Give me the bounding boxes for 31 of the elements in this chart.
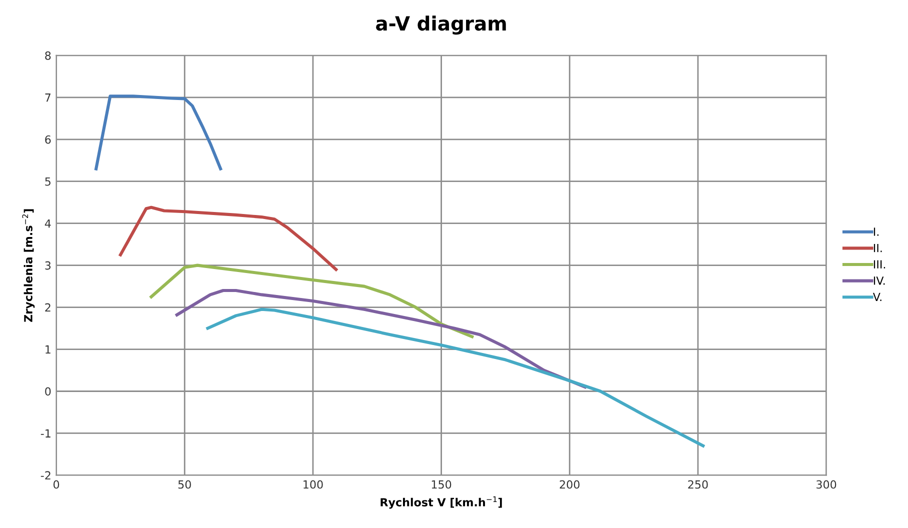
legend-label: III. xyxy=(874,260,886,268)
legend-label: II. xyxy=(874,244,882,252)
line-series xyxy=(150,264,474,338)
y-tick-label: 2 xyxy=(45,303,50,312)
line-series xyxy=(206,308,705,448)
y-tick-label: 7 xyxy=(45,94,50,102)
y-axis-title: Zrychlenia [m.s$^{−2}$] xyxy=(22,209,35,322)
y-tick-label: 8 xyxy=(45,51,51,60)
y-tick-label: 3 xyxy=(45,261,51,270)
legend-label: I. xyxy=(874,228,878,236)
x-tick-label: 100 xyxy=(304,480,323,489)
x-tick-label: 200 xyxy=(560,480,580,489)
line-series xyxy=(94,94,222,170)
y-tick-label: -2 xyxy=(40,471,50,480)
y-tick-label: 1 xyxy=(46,345,50,354)
chart-title: a-V diagram xyxy=(376,16,506,35)
x-tick-label: 50 xyxy=(178,480,191,489)
x-tick-label: 250 xyxy=(688,480,708,489)
legend-label: IV. xyxy=(874,276,885,285)
x-axis-title: Rychlost V [km.h$^{−1}$] xyxy=(380,496,502,509)
y-tick-label: -1 xyxy=(40,429,50,438)
y-tick-label: 6 xyxy=(45,135,51,144)
x-tick-label: 300 xyxy=(816,480,836,489)
line-series xyxy=(175,288,587,389)
x-tick-label: 0 xyxy=(53,480,60,489)
y-tick-label: 0 xyxy=(45,387,51,396)
y-tick-label: 4 xyxy=(44,219,51,228)
line-series xyxy=(118,206,338,272)
x-tick-label: 150 xyxy=(432,480,452,489)
legend-label: V. xyxy=(872,292,882,302)
y-tick-label: 5 xyxy=(45,177,50,186)
